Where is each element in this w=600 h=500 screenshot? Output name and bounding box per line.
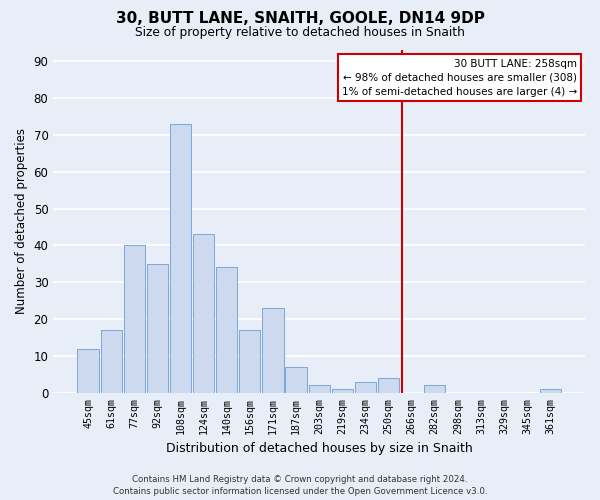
- Text: Contains HM Land Registry data © Crown copyright and database right 2024.
Contai: Contains HM Land Registry data © Crown c…: [113, 474, 487, 496]
- Bar: [378, 378, 399, 393]
- Bar: [77, 348, 99, 393]
- Text: 30, BUTT LANE, SNAITH, GOOLE, DN14 9DP: 30, BUTT LANE, SNAITH, GOOLE, DN14 9DP: [116, 11, 484, 26]
- Bar: [170, 124, 191, 393]
- Bar: [332, 389, 353, 393]
- Bar: [239, 330, 260, 393]
- Bar: [286, 367, 307, 393]
- Bar: [124, 246, 145, 393]
- Bar: [101, 330, 122, 393]
- Bar: [147, 264, 168, 393]
- X-axis label: Distribution of detached houses by size in Snaith: Distribution of detached houses by size …: [166, 442, 473, 455]
- Bar: [262, 308, 284, 393]
- Bar: [193, 234, 214, 393]
- Text: 30 BUTT LANE: 258sqm
← 98% of detached houses are smaller (308)
1% of semi-detac: 30 BUTT LANE: 258sqm ← 98% of detached h…: [342, 58, 577, 96]
- Text: Size of property relative to detached houses in Snaith: Size of property relative to detached ho…: [135, 26, 465, 39]
- Bar: [355, 382, 376, 393]
- Bar: [424, 386, 445, 393]
- Y-axis label: Number of detached properties: Number of detached properties: [15, 128, 28, 314]
- Bar: [216, 268, 238, 393]
- Bar: [539, 389, 561, 393]
- Bar: [308, 386, 330, 393]
